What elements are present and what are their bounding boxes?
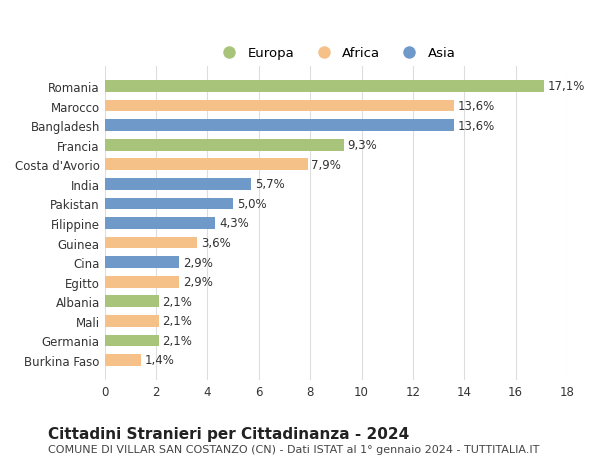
Bar: [105, 315, 158, 327]
Text: 13,6%: 13,6%: [458, 100, 495, 113]
Text: 5,0%: 5,0%: [237, 197, 266, 210]
Bar: [105, 296, 158, 308]
Text: 1,4%: 1,4%: [145, 354, 175, 367]
Text: 9,3%: 9,3%: [347, 139, 377, 152]
Text: 2,1%: 2,1%: [163, 295, 193, 308]
Legend: Europa, Africa, Asia: Europa, Africa, Asia: [211, 42, 461, 65]
Bar: [105, 120, 454, 132]
Bar: [105, 81, 544, 93]
Text: 2,9%: 2,9%: [183, 256, 213, 269]
Text: 2,1%: 2,1%: [163, 315, 193, 328]
Bar: [105, 101, 454, 112]
Bar: [105, 218, 215, 230]
Text: 5,7%: 5,7%: [255, 178, 285, 191]
Bar: [105, 354, 140, 366]
Bar: [105, 198, 233, 210]
Text: 2,1%: 2,1%: [163, 334, 193, 347]
Bar: [105, 179, 251, 190]
Bar: [105, 159, 308, 171]
Bar: [105, 276, 179, 288]
Text: 7,9%: 7,9%: [311, 158, 341, 171]
Text: 3,6%: 3,6%: [201, 236, 231, 250]
Text: 2,9%: 2,9%: [183, 275, 213, 289]
Bar: [105, 140, 344, 151]
Bar: [105, 237, 197, 249]
Text: COMUNE DI VILLAR SAN COSTANZO (CN) - Dati ISTAT al 1° gennaio 2024 - TUTTITALIA.: COMUNE DI VILLAR SAN COSTANZO (CN) - Dat…: [48, 444, 539, 454]
Text: Cittadini Stranieri per Cittadinanza - 2024: Cittadini Stranieri per Cittadinanza - 2…: [48, 425, 409, 441]
Text: 13,6%: 13,6%: [458, 119, 495, 132]
Text: 17,1%: 17,1%: [548, 80, 585, 93]
Text: 4,3%: 4,3%: [219, 217, 249, 230]
Bar: [105, 335, 158, 347]
Bar: [105, 257, 179, 269]
